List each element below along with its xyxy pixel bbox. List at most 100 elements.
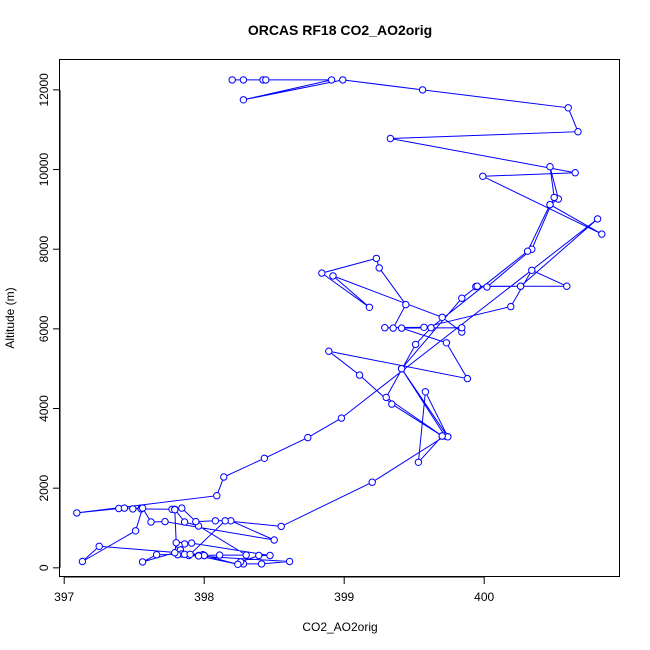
data-point <box>239 76 248 84</box>
data-point <box>255 551 263 560</box>
data-point <box>262 76 270 84</box>
data-point <box>388 400 396 408</box>
data-point <box>479 172 487 181</box>
data-point <box>397 365 406 373</box>
data-point <box>355 371 364 379</box>
data-point <box>172 539 180 547</box>
data-point <box>571 169 579 177</box>
data-point <box>564 104 572 112</box>
data-point <box>375 264 383 272</box>
y-tick-label: 10000 <box>37 153 51 187</box>
data-point <box>442 339 451 347</box>
data-point <box>421 388 430 396</box>
data-point <box>129 505 137 513</box>
data-point <box>161 517 169 526</box>
data-point <box>178 504 186 512</box>
data-point <box>95 542 103 550</box>
x-tick-label: 397 <box>54 590 74 604</box>
series-layer <box>73 76 606 568</box>
data-point <box>372 254 381 263</box>
data-point <box>598 230 606 238</box>
x-tick-label: 400 <box>474 590 494 604</box>
data-point <box>171 506 179 514</box>
data-point <box>563 282 571 290</box>
data-point <box>368 478 376 486</box>
data-point <box>187 539 196 547</box>
data-point <box>285 557 294 566</box>
data-point <box>220 473 228 481</box>
data-point <box>194 552 203 560</box>
data-point <box>239 96 248 104</box>
data-point <box>418 86 427 94</box>
data-point <box>593 215 602 223</box>
data-point <box>546 163 554 171</box>
data-point <box>483 283 491 291</box>
data-point <box>131 527 140 535</box>
data-point <box>277 522 285 531</box>
data-point <box>138 558 147 566</box>
data-point <box>152 551 161 559</box>
x-axis-label: CO2_AO2orig <box>302 620 377 634</box>
data-point <box>546 200 554 209</box>
data-point <box>73 509 81 517</box>
data-point <box>386 134 395 143</box>
data-point <box>180 518 189 526</box>
data-point <box>458 324 466 332</box>
y-tick-label: 8000 <box>37 236 51 263</box>
data-point <box>192 517 200 526</box>
data-point <box>397 324 406 332</box>
data-point <box>234 560 242 568</box>
y-tick-label: 0 <box>37 564 51 571</box>
data-point <box>171 549 179 557</box>
data-point <box>329 272 337 280</box>
y-tick-label: 2000 <box>37 475 51 502</box>
data-point <box>266 551 274 560</box>
x-tick-label: 398 <box>194 590 214 604</box>
data-point <box>337 414 346 422</box>
data-point <box>186 550 194 558</box>
data-point <box>327 76 336 84</box>
data-point <box>414 458 423 466</box>
chart-title: ORCAS RF18 CO2_AO2orig <box>248 22 432 38</box>
data-point <box>260 454 269 462</box>
data-point <box>382 393 390 402</box>
data-point <box>257 560 266 568</box>
data-point <box>221 517 229 525</box>
data-point <box>411 340 420 349</box>
data-point <box>270 536 278 544</box>
data-point <box>427 324 435 332</box>
data-point <box>304 433 312 442</box>
y-axis: 0 2000 4000 6000 8000 10000 12000 <box>37 73 61 571</box>
data-point <box>318 269 326 277</box>
data-point <box>213 492 221 500</box>
data-point <box>211 517 220 525</box>
y-tick-label: 12000 <box>37 73 51 107</box>
data-point <box>120 504 129 512</box>
data-point <box>78 557 87 566</box>
y-tick-label: 6000 <box>37 315 51 342</box>
data-point <box>147 518 155 526</box>
data-point <box>365 303 374 311</box>
y-tick-label: 4000 <box>37 395 51 422</box>
data-point <box>516 282 525 290</box>
data-point <box>574 128 582 136</box>
data-point <box>458 294 466 302</box>
data-point <box>473 282 481 290</box>
data-point <box>389 324 397 332</box>
data-point <box>381 324 389 332</box>
data-point <box>325 347 333 355</box>
data-point <box>339 76 347 84</box>
x-tick-label: 399 <box>334 590 354 604</box>
data-point <box>550 193 558 202</box>
data-point <box>438 313 446 321</box>
data-point <box>420 323 428 331</box>
data-point <box>463 374 472 383</box>
data-point <box>402 300 410 309</box>
data-point <box>215 551 224 559</box>
data-point <box>523 247 532 255</box>
data-point <box>507 302 515 311</box>
data-point <box>438 432 446 440</box>
data-point <box>242 551 250 559</box>
